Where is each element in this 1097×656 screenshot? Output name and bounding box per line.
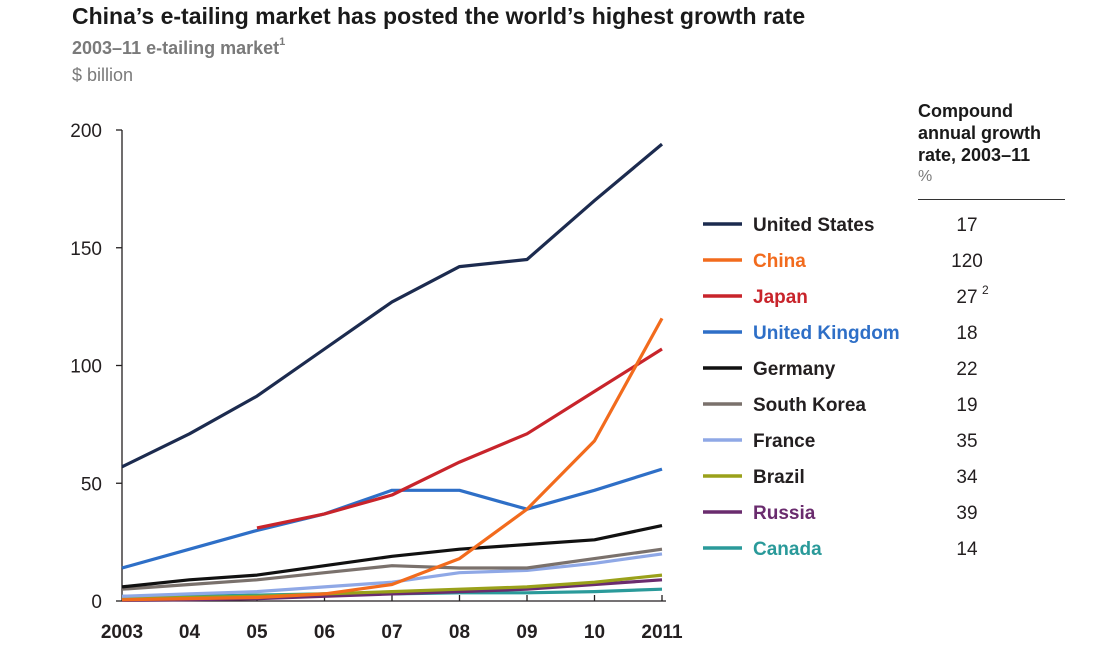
chart-series-lines — [122, 144, 662, 600]
series-line-japan — [257, 349, 662, 528]
series-line-germany — [122, 526, 662, 587]
cagr-value-france: 35 — [956, 431, 977, 452]
legend-label-japan: Japan — [753, 287, 808, 308]
x-tick-label: 06 — [314, 622, 335, 643]
legend-label-canada: Canada — [753, 539, 822, 560]
legend-label-brazil: Brazil — [753, 467, 805, 488]
cagr-value-brazil: 34 — [956, 467, 978, 488]
cagr-value-united-states: 17 — [956, 215, 977, 236]
cagr-value-china: 120 — [951, 251, 983, 272]
cagr-value-united-kingdom: 18 — [956, 323, 977, 344]
x-tick-label: 09 — [516, 622, 537, 643]
x-tick-label: 2011 — [641, 622, 683, 643]
y-tick-label: 0 — [91, 592, 102, 613]
legend-label-china: China — [753, 251, 806, 272]
chart-legend: United States 17 China 120 Japan 27 2 United Ki… — [703, 215, 989, 560]
y-tick-label: 200 — [70, 121, 102, 142]
y-tick-label: 100 — [70, 357, 102, 378]
x-tick-label: 07 — [381, 622, 402, 643]
legend-label-united-kingdom: United Kingdom — [753, 323, 900, 344]
y-tick-label: 50 — [81, 474, 102, 495]
legend-label-france: France — [753, 431, 815, 452]
legend-label-germany: Germany — [753, 359, 836, 380]
series-line-united-states — [122, 144, 662, 467]
x-tick-label: 08 — [449, 622, 470, 643]
series-line-united-kingdom — [122, 469, 662, 568]
x-tick-label: 10 — [584, 622, 605, 643]
legend-label-south-korea: South Korea — [753, 395, 866, 416]
cagr-value-russia: 39 — [956, 503, 977, 524]
x-tick-label: 05 — [246, 622, 268, 643]
cagr-value-south-korea: 19 — [956, 395, 977, 416]
cagr-footnote-japan: 2 — [982, 283, 989, 297]
x-tick-label: 2003 — [101, 622, 143, 643]
x-tick-label: 04 — [179, 622, 201, 643]
cagr-value-canada: 14 — [956, 539, 978, 560]
cagr-value-germany: 22 — [956, 359, 977, 380]
cagr-value-japan: 27 — [956, 287, 977, 308]
legend-label-russia: Russia — [753, 503, 816, 524]
legend-label-united-states: United States — [753, 215, 874, 236]
line-chart: 0 50 100 150 200 2003 04 05 06 07 08 09 10 2011 Unite… — [0, 0, 1097, 656]
y-tick-label: 150 — [70, 239, 102, 260]
